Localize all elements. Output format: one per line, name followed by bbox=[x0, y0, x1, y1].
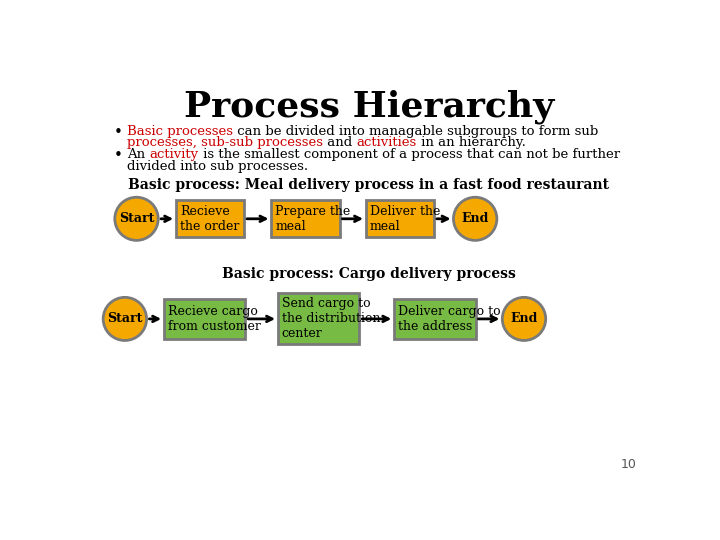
Text: Basic process: Meal delivery process in a fast food restaurant: Basic process: Meal delivery process in … bbox=[128, 178, 610, 192]
Text: Start: Start bbox=[107, 313, 143, 326]
Text: •: • bbox=[113, 125, 122, 140]
Circle shape bbox=[503, 298, 546, 340]
Circle shape bbox=[114, 197, 158, 240]
Text: can be divided into managable subgroups to form sub: can be divided into managable subgroups … bbox=[233, 125, 598, 138]
Text: and: and bbox=[323, 137, 356, 150]
Bar bbox=[394, 299, 476, 339]
Bar bbox=[271, 200, 340, 237]
Circle shape bbox=[103, 298, 147, 340]
Text: Deliver cargo to
the address: Deliver cargo to the address bbox=[398, 305, 500, 333]
Text: in an hierarchy.: in an hierarchy. bbox=[417, 137, 526, 150]
Text: •: • bbox=[113, 148, 122, 163]
Text: divided into sub processes.: divided into sub processes. bbox=[127, 159, 308, 172]
Text: Start: Start bbox=[119, 212, 154, 225]
Text: End: End bbox=[510, 313, 538, 326]
Bar bbox=[278, 294, 359, 345]
Text: Recieve cargo
from customer: Recieve cargo from customer bbox=[168, 305, 261, 333]
Text: activity: activity bbox=[150, 148, 199, 161]
Text: Send cargo to
the distribution
center: Send cargo to the distribution center bbox=[282, 298, 380, 340]
Text: Process Hierarchy: Process Hierarchy bbox=[184, 90, 554, 124]
Text: An: An bbox=[127, 148, 150, 161]
Text: Prepare the
meal: Prepare the meal bbox=[275, 205, 351, 233]
Text: activities: activities bbox=[356, 137, 417, 150]
Text: Basic processes: Basic processes bbox=[127, 125, 233, 138]
Bar bbox=[176, 200, 244, 237]
Text: Basic process: Cargo delivery process: Basic process: Cargo delivery process bbox=[222, 267, 516, 281]
Text: 10: 10 bbox=[621, 458, 636, 471]
Text: Recieve
the order: Recieve the order bbox=[180, 205, 239, 233]
Bar bbox=[164, 299, 246, 339]
Circle shape bbox=[454, 197, 497, 240]
Text: processes, sub-sub processes: processes, sub-sub processes bbox=[127, 137, 323, 150]
Text: is the smallest component of a process that can not be further: is the smallest component of a process t… bbox=[199, 148, 620, 161]
Bar bbox=[366, 200, 434, 237]
Text: End: End bbox=[462, 212, 489, 225]
Text: Deliver the
meal: Deliver the meal bbox=[370, 205, 440, 233]
